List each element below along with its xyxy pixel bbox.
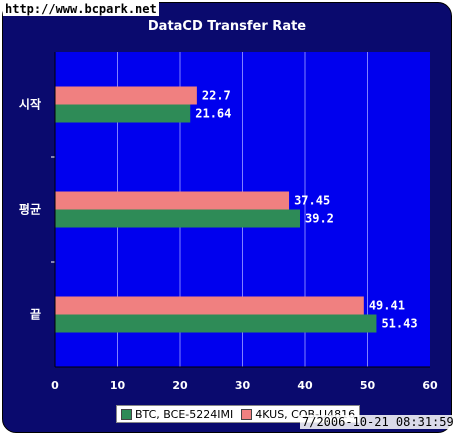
bar-series-1-1 [55,209,300,228]
x-tick-label-2: 20 [172,379,188,392]
category-label-0: 시작 [19,97,41,112]
category-label-1: 평균 [19,203,41,217]
x-tick-label-5: 50 [360,379,376,392]
data-label-series-2-2: 49.41 [369,299,405,313]
data-label-series-2-0: 22.7 [202,89,231,103]
timestamp-watermark: 7/2006-10-21 08:31:59 [300,415,455,429]
bar-series-1-0 [55,104,191,123]
source-watermark: http://www.bcpark.net [3,2,159,16]
data-label-series-2-1: 37.45 [294,194,330,208]
legend-label-series-1: BTC, BCE-5224IMI [135,407,234,421]
category-label-2: 끝 [30,308,41,322]
x-tick-label-0: 0 [51,379,59,392]
data-label-series-1-2: 51.43 [381,317,417,331]
bar-series-1-2 [55,314,377,333]
bar-series-2-1 [55,191,290,210]
chart-title: DataCD Transfer Rate [148,19,306,34]
data-labels: 22.7 21.64 37.45 39.2 49.41 51.43 [195,89,417,331]
x-tick-label-1: 10 [110,379,126,392]
x-tick-label-3: 30 [235,379,251,392]
legend-item-series-1: BTC, BCE-5224IMI [121,408,233,421]
legend-swatch-series-1 [121,408,132,420]
data-label-series-1-1: 39.2 [305,212,334,226]
bar-series-2-0 [55,86,197,105]
x-tick-label-6: 60 [422,379,438,392]
x-tick-label-4: 40 [297,379,313,392]
bars [55,86,377,333]
bar-series-2-2 [55,296,364,315]
data-label-series-1-0: 21.64 [195,107,231,121]
legend-swatch-series-2 [241,408,253,420]
